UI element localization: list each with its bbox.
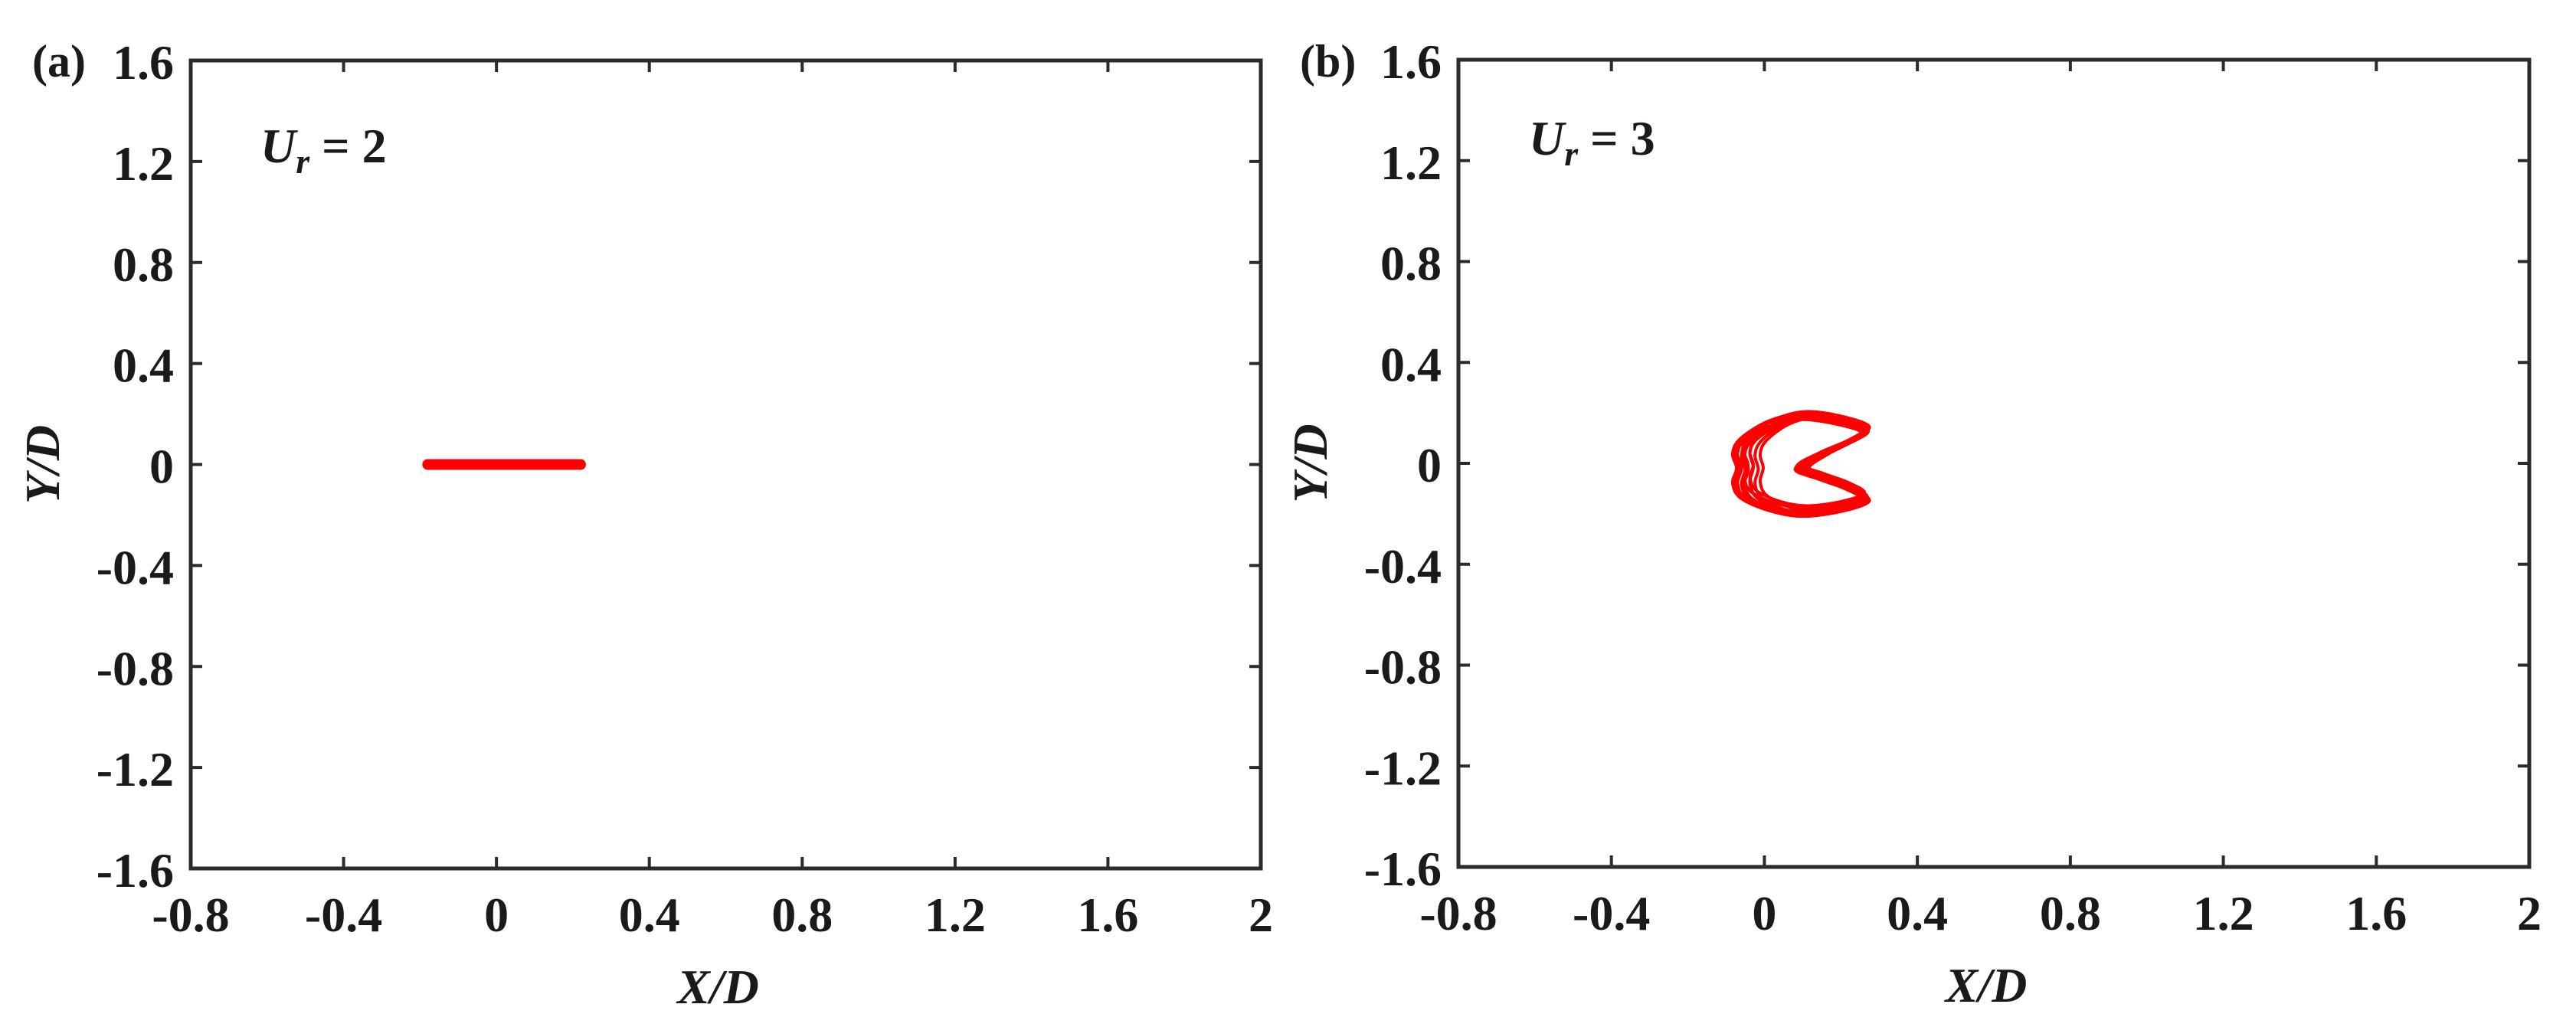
y-tick-label: 0.4 <box>113 339 174 393</box>
y-tick-label: 1.2 <box>113 136 174 191</box>
trajectory-orbit <box>1740 410 1871 518</box>
x-tick-label: 0 <box>484 888 509 942</box>
x-tick-label: -0.4 <box>1573 886 1650 940</box>
x-tick-label: 0.4 <box>1887 886 1948 940</box>
annotation-value: = 3 <box>1578 111 1655 165</box>
y-tick-label: 1.6 <box>113 35 174 90</box>
plot-frame <box>1456 57 2532 869</box>
y-tick-label: 1.6 <box>1380 34 1442 89</box>
panel-a: -0.8 -0.4 0 0.4 0.8 1.2 1.6 2 1.6 1.2 0.8 0.4 0 -0.4 -… <box>15 35 1273 1014</box>
plot-frame <box>188 58 1263 871</box>
x-tick-label: 1.2 <box>925 888 986 942</box>
panel-b: -0.8 -0.4 0 0.4 0.8 1.2 1.6 2 1.6 1.2 0.8 0.4 0 -0.4 -… <box>1283 34 2542 1012</box>
y-tick-label: 0 <box>149 440 174 494</box>
x-axis-label: X/D <box>1944 958 2028 1012</box>
panel-tag: (a) <box>32 36 86 87</box>
x-tick-label: 1.6 <box>1077 888 1138 942</box>
trajectory-orbit <box>1730 412 1868 517</box>
y-tick-label: -0.4 <box>97 540 174 594</box>
y-axis-label: Y/D <box>15 425 70 504</box>
annotation-value: = 2 <box>309 119 386 173</box>
x-tick-label: 0 <box>1752 886 1776 940</box>
x-tick-label: -0.4 <box>305 888 382 942</box>
y-tick-label: -1.6 <box>97 843 174 898</box>
y-tick-label: -0.8 <box>1364 640 1442 695</box>
x-tick-label: 1.6 <box>2345 886 2407 940</box>
annotation-symbol: U <box>260 119 298 173</box>
x-tick-label: 2 <box>2517 886 2542 940</box>
y-tick-label: 0.8 <box>113 237 174 292</box>
x-tick-label: 0.8 <box>2040 886 2101 940</box>
y-tick-label: 1.2 <box>1380 136 1442 190</box>
y-tick-label: -0.8 <box>97 641 174 695</box>
y-tick-label: 0 <box>1417 438 1442 492</box>
panel-tag: (b) <box>1300 36 1356 87</box>
y-tick-label: 0.4 <box>1380 337 1442 391</box>
y-tick-label: -1.2 <box>1364 741 1442 795</box>
x-tick-label: 2 <box>1249 888 1273 942</box>
trajectory-group <box>1730 410 1871 518</box>
reduced-velocity-annotation: Ur = 3 <box>1529 111 1655 173</box>
y-tick-label: 0.8 <box>1380 237 1442 291</box>
y-tick-label: -0.4 <box>1364 539 1442 594</box>
annotation-subscript: r <box>296 142 310 181</box>
y-tick-label: -1.6 <box>1364 842 1442 896</box>
annotation-subscript: r <box>1564 134 1579 173</box>
annotation-symbol: U <box>1529 111 1566 165</box>
reduced-velocity-annotation: Ur = 2 <box>260 119 387 181</box>
x-tick-label: -0.8 <box>152 888 229 942</box>
y-axis-label: Y/D <box>1283 424 1337 502</box>
x-tick-label: -0.8 <box>1419 886 1497 940</box>
trajectory-orbit <box>1758 416 1866 513</box>
x-tick-label: 0.8 <box>771 888 833 942</box>
x-tick-label: 1.2 <box>2193 886 2254 940</box>
x-axis-label: X/D <box>676 960 759 1014</box>
y-tick-label: -1.2 <box>97 742 174 796</box>
x-tick-label: 0.4 <box>619 888 680 942</box>
